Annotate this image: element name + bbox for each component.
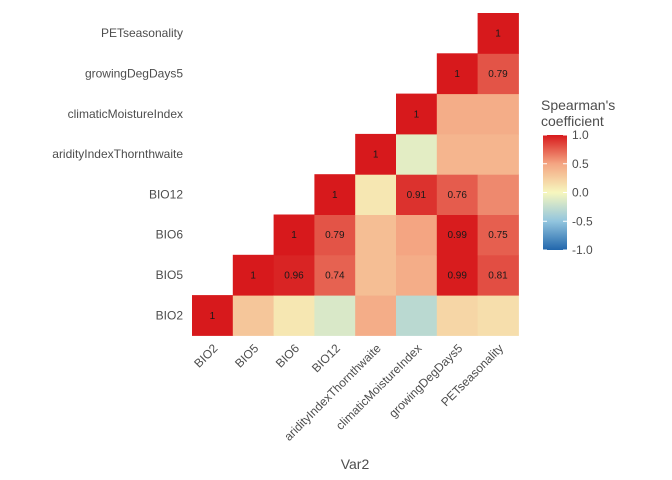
cell-value-label: 1 — [250, 270, 256, 281]
cell-value-label: 1 — [373, 150, 379, 161]
y-tick-label-petseasonality: PETseasonality — [101, 26, 183, 40]
legend-ticks: 1.0 0.5 0.0 -0.5 -1.0 — [543, 128, 593, 257]
cell-value-label: 1 — [454, 69, 460, 80]
y-tick-label-growing-deg-days5: growingDegDays5 — [85, 66, 183, 80]
legend-tick-label: -0.5 — [572, 214, 593, 228]
y-tick-label-aridity-index-thornthwaite: aridityIndexThornthwaite — [52, 147, 183, 161]
heatmap-cell-bio5-bio5 — [232, 254, 275, 296]
legend-tick-label: 1.0 — [572, 128, 589, 142]
heatmap-cell-climatic-moisture-index-bio5 — [396, 254, 438, 296]
heatmap-cell-petseasonality-climatic-moisture-index — [477, 93, 519, 135]
heatmap-cell-aridity-index-thornthwaite-aridity-index-thornthwaite — [355, 133, 397, 175]
cell-value-label: 1 — [414, 109, 420, 120]
legend-title-line-1: Spearman's — [541, 97, 615, 113]
heatmap-cell-growing-deg-days5-aridity-index-thornthwaite — [436, 133, 479, 175]
heatmap-cell-aridity-index-thornthwaite-bio5 — [355, 254, 397, 296]
heatmap-cell-bio6-bio5 — [273, 254, 315, 296]
x-tick-label-bio6: BIO6 — [273, 341, 302, 370]
heatmap-cell-climatic-moisture-index-aridity-index-thornthwaite — [396, 133, 438, 175]
cell-value-label: 0.96 — [284, 270, 304, 281]
heatmap-cell-aridity-index-thornthwaite-bio2 — [355, 295, 397, 336]
color-legend: Spearman's coefficient 1.0 0.5 0.0 -0.5 -1.0 — [541, 97, 615, 257]
x-axis-tick-labels: BIO2 BIO5 BIO6 BIO12aridityIndexThornthwait… — [191, 341, 506, 444]
x-tick-label-bio12: BIO12 — [309, 341, 343, 375]
heatmap-cell-bio12-bio6 — [314, 214, 356, 256]
y-tick-label-bio2: BIO2 — [156, 308, 184, 322]
heatmap-cell-bio2-bio2 — [192, 295, 234, 336]
heatmap-cell-bio6-bio2 — [273, 295, 315, 336]
cell-value-label: 0.79 — [488, 69, 508, 80]
heatmap-cell-petseasonality-petseasonality — [477, 13, 519, 54]
x-tick-label-bio2: BIO2 — [191, 341, 220, 370]
heatmap-cell-climatic-moisture-index-bio2 — [396, 295, 438, 336]
heatmap-cell-climatic-moisture-index-bio12 — [396, 174, 438, 215]
heatmap-cells — [192, 13, 519, 336]
legend-tick-label: 0.0 — [572, 186, 589, 200]
cell-value-label: 1 — [210, 311, 216, 322]
cell-value-label: 1 — [291, 230, 297, 241]
heatmap-cell-petseasonality-bio12 — [477, 174, 519, 215]
heatmap-cell-labels: 1 1 0.96 1 0.74 0.79 1 1 0.91 1 0.99 0.99 0.76 1 0.81 0… — [210, 29, 509, 322]
heatmap-cell-aridity-index-thornthwaite-bio12 — [355, 174, 397, 215]
heatmap-cell-aridity-index-thornthwaite-bio6 — [355, 214, 397, 256]
cell-value-label: 0.91 — [407, 190, 427, 201]
heatmap-cell-petseasonality-growing-deg-days5 — [477, 53, 519, 95]
legend-tick-label: -1.0 — [572, 243, 593, 257]
cell-value-label: 0.81 — [488, 270, 508, 281]
heatmap-cell-growing-deg-days5-growing-deg-days5 — [436, 53, 479, 95]
heatmap-cell-bio12-bio12 — [314, 174, 356, 215]
legend-title-line-2: coefficient — [541, 113, 604, 129]
y-tick-label-bio5: BIO5 — [156, 268, 184, 282]
y-axis-tick-labels: BIO2 BIO5 BIO6 BIO12 aridityIndexThornthwait… — [52, 26, 183, 322]
heatmap-cell-bio12-bio5 — [314, 254, 356, 296]
y-tick-label-bio12: BIO12 — [149, 187, 183, 201]
cell-value-label: 1 — [495, 29, 501, 40]
heatmap-cell-bio12-bio2 — [314, 295, 356, 336]
heatmap-cell-bio6-bio6 — [273, 214, 315, 256]
heatmap-cell-growing-deg-days5-bio5 — [436, 254, 479, 296]
heatmap-cell-growing-deg-days5-bio6 — [436, 214, 479, 256]
y-tick-label-climatic-moisture-index: climaticMoistureIndex — [68, 107, 183, 121]
cell-value-label: 0.76 — [447, 190, 467, 201]
heatmap-cell-climatic-moisture-index-climatic-moisture-index — [396, 93, 438, 135]
cell-value-label: 0.74 — [325, 270, 345, 281]
heatmap-cell-petseasonality-bio5 — [477, 254, 519, 296]
y-tick-label-bio6: BIO6 — [156, 228, 184, 242]
heatmap-cell-climatic-moisture-index-bio6 — [396, 214, 438, 256]
heatmap-cell-petseasonality-aridity-index-thornthwaite — [477, 133, 519, 175]
x-axis-title: Var2 — [341, 456, 370, 472]
x-tick-label-bio5: BIO5 — [232, 341, 261, 370]
heatmap-cell-growing-deg-days5-climatic-moisture-index — [436, 93, 479, 135]
heatmap-cell-growing-deg-days5-bio2 — [436, 295, 479, 336]
cell-value-label: 1 — [332, 190, 338, 201]
x-tick-label-growing-deg-days5: growingDegDays5 — [386, 341, 465, 420]
heatmap-cell-bio5-bio2 — [232, 295, 275, 336]
cell-value-label: 0.99 — [447, 270, 467, 281]
cell-value-label: 0.99 — [447, 230, 467, 241]
heatmap-cell-growing-deg-days5-bio12 — [436, 174, 479, 215]
cell-value-label: 0.79 — [325, 230, 345, 241]
cell-value-label: 0.75 — [488, 230, 508, 241]
heatmap-cell-petseasonality-bio2 — [477, 295, 519, 336]
heatmap-cell-petseasonality-bio6 — [477, 214, 519, 256]
legend-tick-label: 0.5 — [572, 157, 589, 171]
